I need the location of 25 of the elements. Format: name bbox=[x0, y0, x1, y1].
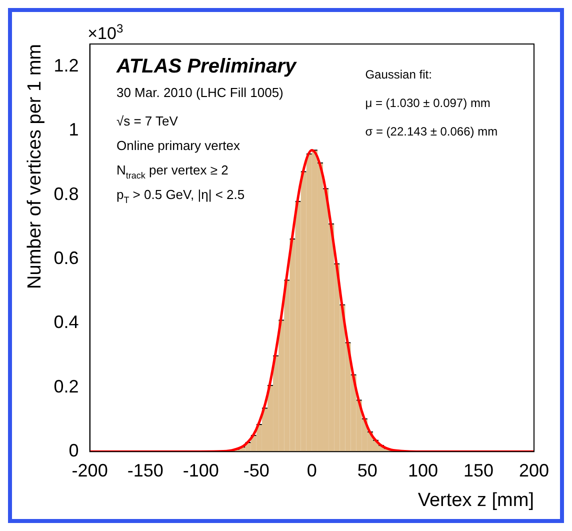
y-tick-label: 0.4 bbox=[54, 312, 79, 332]
annotation: μ = (1.030 ± 0.097) mm bbox=[365, 96, 490, 110]
y-tick-label: 1.2 bbox=[54, 55, 79, 76]
x-tick-label: 50 bbox=[357, 460, 378, 480]
annotation: ATLAS Preliminary bbox=[115, 56, 298, 78]
y-tick-label: 0 bbox=[68, 440, 79, 461]
x-tick-label: -150 bbox=[127, 460, 164, 480]
x-tick-label: 0 bbox=[306, 460, 317, 480]
x-tick-label: -50 bbox=[243, 460, 270, 480]
y-tick-label: 0.6 bbox=[54, 248, 79, 268]
y-axis-title: Number of vertices per 1 mm bbox=[24, 44, 46, 289]
y-tick-label: 0.8 bbox=[54, 184, 79, 204]
x-axis-title: Vertex z [mm] bbox=[418, 490, 534, 511]
annotation: Online primary vertex bbox=[116, 138, 241, 153]
x-tick-label: 200 bbox=[518, 460, 550, 480]
y-tick-label: 0.2 bbox=[54, 376, 79, 396]
annotation: 30 Mar. 2010 (LHC Fill 1005) bbox=[116, 84, 284, 100]
x-tick-label: -200 bbox=[72, 460, 108, 480]
x-tick-label: 100 bbox=[408, 460, 438, 480]
annotation: σ = (22.143 ± 0.066) mm bbox=[365, 124, 498, 139]
annotation: Gaussian fit: bbox=[365, 68, 432, 82]
annotation: √s = 7 TeV bbox=[116, 114, 178, 129]
x-tick-label: -100 bbox=[182, 460, 219, 480]
y-tick-label: 1 bbox=[68, 120, 79, 140]
x-tick-label: 150 bbox=[463, 460, 494, 480]
